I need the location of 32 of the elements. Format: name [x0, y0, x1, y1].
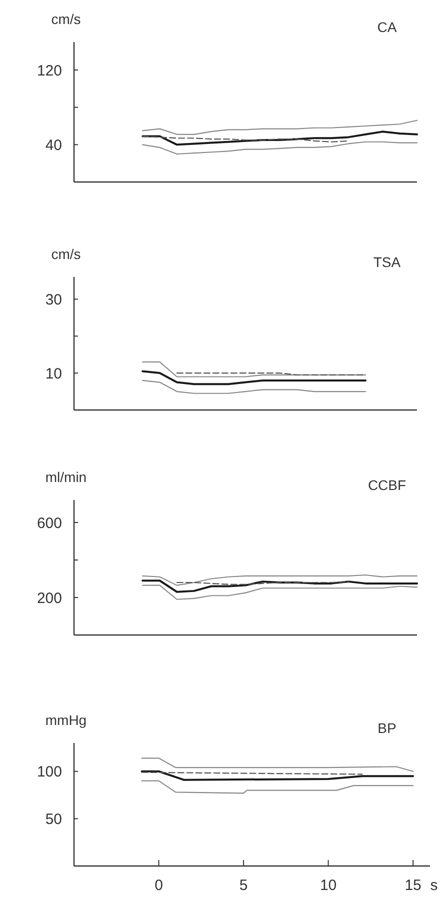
chart-title: BP [378, 720, 396, 736]
x-tick-label: 10 [320, 877, 337, 894]
y-axis-title: mmHg [45, 712, 87, 728]
y-axis-title: cm/s [51, 11, 81, 27]
line-series [141, 758, 414, 772]
y-tick-label: 600 [36, 514, 62, 532]
line-series [142, 370, 367, 386]
line-series [142, 141, 418, 155]
y-tick-label: 120 [36, 62, 62, 80]
y-tick-label: 200 [36, 590, 62, 607]
line-series [142, 120, 418, 135]
line-series [142, 580, 418, 593]
y-tick-label: 30 [45, 291, 62, 308]
chart-title: TSA [373, 254, 402, 270]
y-tick-label: 100 [36, 764, 62, 781]
y-tick-label: 40 [45, 136, 62, 154]
line-series [142, 130, 418, 146]
line-series [142, 380, 366, 394]
line-series [142, 584, 418, 600]
x-tick-label: 5 [239, 877, 248, 894]
y-axis-title: ml/min [45, 469, 87, 485]
x-tick-label: 15 [404, 877, 422, 894]
x-axis-title: s [430, 877, 438, 894]
y-tick-label: 50 [45, 810, 62, 828]
y-tick-label: 10 [45, 365, 62, 382]
line-series [141, 780, 414, 794]
line-series [140, 770, 414, 781]
y-axis-title: cm/s [51, 246, 81, 262]
chart-title: CCBF [368, 477, 406, 493]
line-series [142, 574, 418, 586]
chart-title: CA [377, 19, 398, 35]
x-tick-label: 0 [154, 877, 163, 894]
